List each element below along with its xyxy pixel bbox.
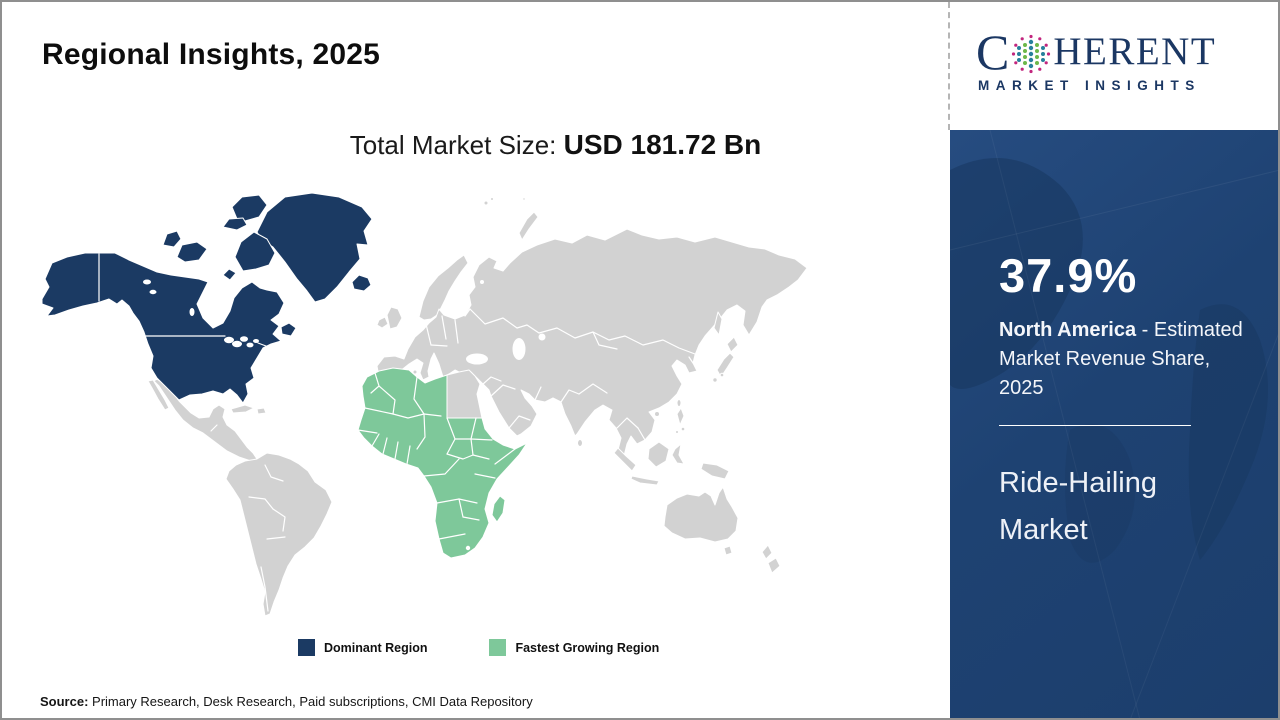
map-legend: Dominant Region Fastest Growing Region <box>298 639 659 656</box>
sidebar-divider <box>999 425 1191 426</box>
region-tasmania <box>723 545 733 556</box>
region-cuba <box>230 404 255 414</box>
total-market-size: Total Market Size: USD 181.72 Bn <box>82 129 1029 161</box>
region-sakhalin <box>713 311 723 336</box>
source-text: Primary Research, Desk Research, Paid su… <box>88 694 533 709</box>
market-name: Ride-Hailing Market <box>999 467 1157 546</box>
region-ellesmere-island <box>231 194 268 222</box>
source-label: Source: <box>40 694 89 709</box>
revenue-share-text: - Estimated Market Revenue Share, 2025 <box>999 319 1243 399</box>
fastest-growing-swatch <box>489 639 507 656</box>
region-southampton-island <box>222 268 237 281</box>
sidebar-map-texture <box>950 130 1278 718</box>
legend-item-dominant: Dominant Region <box>298 639 427 656</box>
vertical-dashed-divider <box>948 2 950 130</box>
revenue-share-value: 37.9% <box>999 249 1138 302</box>
region-new-zealand <box>761 544 773 560</box>
region-group-dominant <box>41 192 373 404</box>
region-sri-lanka <box>577 439 583 447</box>
market-size-value: USD 181.72 Bn <box>563 129 762 160</box>
region-group-other <box>147 197 808 617</box>
region-new-guinea <box>700 462 730 480</box>
world-map <box>27 187 887 627</box>
region-taiwan <box>676 399 682 407</box>
region-australia <box>663 486 739 543</box>
region-north-america-mainland <box>41 252 285 404</box>
market-size-label: Total Market Size: <box>349 130 564 160</box>
fastest-growing-label: Fastest Growing Region <box>515 640 660 655</box>
region-scandinavia <box>418 254 469 321</box>
world-map-svg <box>41 192 808 617</box>
revenue-share-description: North America - Estimated Market Revenue… <box>999 316 1255 403</box>
region-newfoundland <box>280 322 297 337</box>
dominant-region-swatch <box>298 639 315 656</box>
brand-logo: C <box>976 24 1217 80</box>
region-iceland <box>351 274 372 292</box>
logo-letter-c: C <box>976 24 1010 80</box>
source-note: Source: Primary Research, Desk Research,… <box>40 694 533 709</box>
dominant-region-label: Dominant Region <box>324 640 428 655</box>
region-sulawesi <box>671 443 685 465</box>
region-victoria-island <box>176 241 208 263</box>
region-hispaniola <box>256 407 267 415</box>
logo-globe-icon <box>1012 34 1051 74</box>
revenue-share-region: North America <box>999 319 1137 341</box>
region-baffin-island <box>234 231 276 272</box>
region-ireland <box>376 316 389 329</box>
map-borders <box>98 253 696 612</box>
logo-tagline: MARKET INSIGHTS <box>978 78 1201 93</box>
region-eurasia <box>376 228 808 460</box>
region-south-america <box>225 452 333 617</box>
logo-wordmark: HERENT <box>1053 30 1217 73</box>
page-title: Regional Insights, 2025 <box>42 38 381 71</box>
region-sumatra <box>613 447 637 472</box>
map-lakes <box>143 279 546 551</box>
region-greenland <box>256 192 373 303</box>
region-uk <box>386 306 403 330</box>
sidebar: 37.9% North America - Estimated Market R… <box>950 130 1278 718</box>
region-mexico-central-america <box>153 378 258 462</box>
region-baja <box>147 379 170 411</box>
region-honshu <box>716 352 735 378</box>
region-borneo <box>647 441 670 468</box>
region-hokkaido <box>726 336 739 353</box>
legend-item-fastest-growing: Fastest Growing Region <box>489 639 659 656</box>
region-hainan <box>654 411 660 417</box>
region-philippines <box>676 407 685 426</box>
region-banks-island <box>162 230 182 248</box>
brand-logo-area: C <box>950 2 1278 130</box>
region-java <box>630 475 660 486</box>
region-novaya-zemlya <box>518 211 539 241</box>
region-madagascar <box>491 495 506 523</box>
region-devon-island <box>222 217 248 231</box>
